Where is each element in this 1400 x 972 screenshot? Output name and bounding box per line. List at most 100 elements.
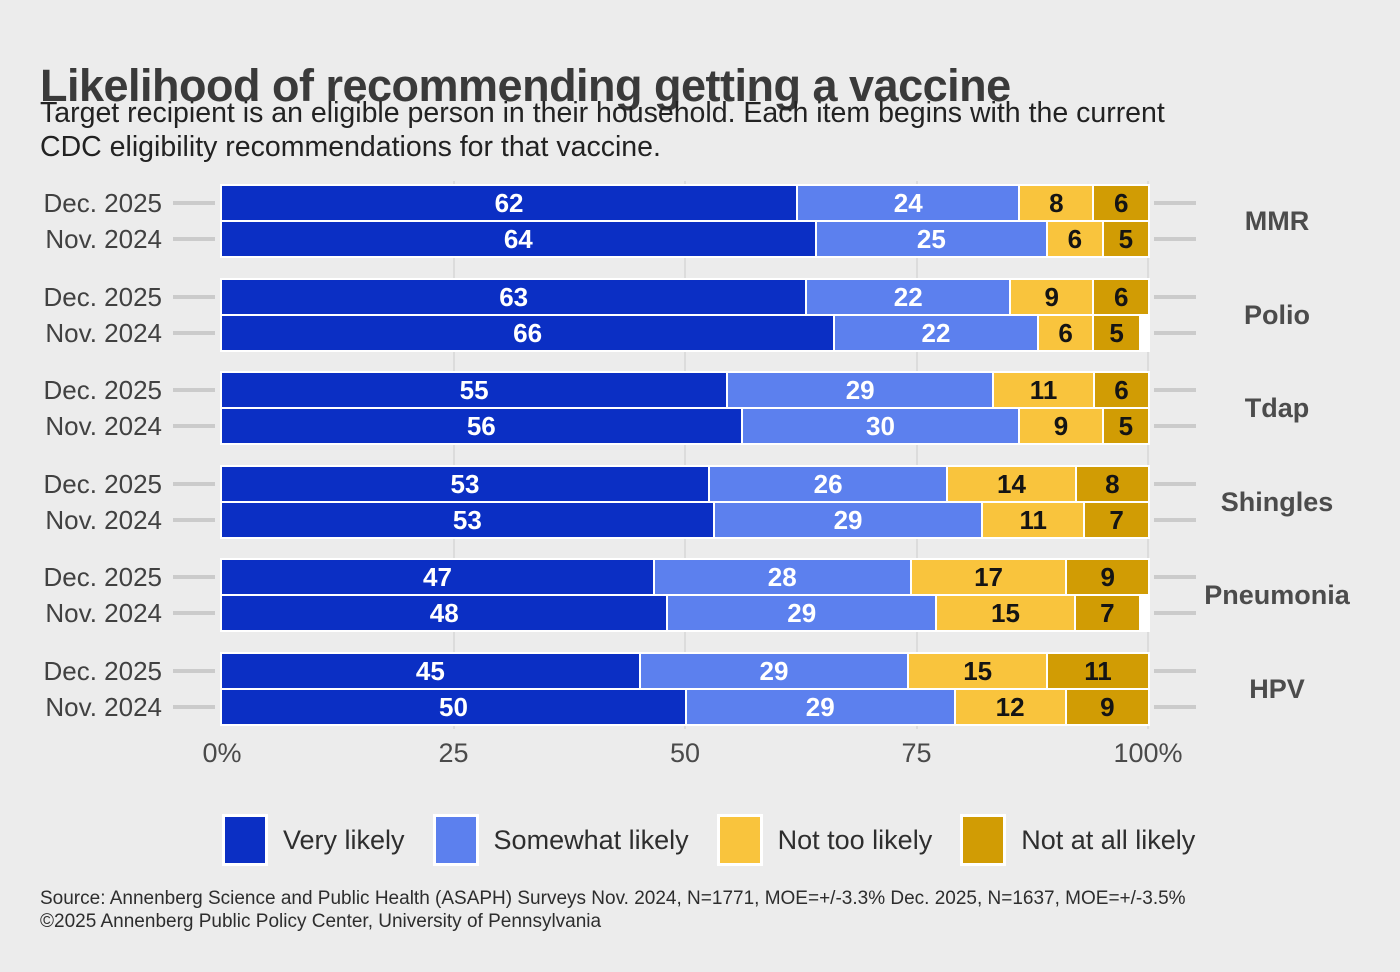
bar-segment: 12 <box>953 690 1065 724</box>
chart-title: Likelihood of recommending getting a vac… <box>40 60 1011 112</box>
bar-segment: 53 <box>222 467 708 501</box>
row-label: Nov. 2024 <box>45 692 162 722</box>
legend-label: Somewhat likely <box>493 824 689 855</box>
vaccine-group: Dec. 2025 47 28 17 9 Nov. 2024 48 29 15 7 Pneumoni… <box>0 558 1400 632</box>
gridline <box>452 181 455 729</box>
vaccine-label: Pneumonia <box>1204 579 1350 610</box>
bar-segment: 24 <box>796 186 1019 220</box>
subtitle-line-2: CDC eligibility recommendations for that… <box>40 131 661 163</box>
bar-segment: 55 <box>222 373 727 407</box>
source-text: Source: Annenberg Science and Public Hea… <box>40 887 1186 933</box>
row-label: Dec. 2025 <box>43 282 162 312</box>
vaccine-label: HPV <box>1249 673 1305 704</box>
legend-label: Not at all likely <box>1021 824 1196 855</box>
right-tick <box>1154 295 1196 299</box>
bar-segment: 15 <box>907 654 1047 688</box>
bar-segment: 14 <box>946 467 1075 501</box>
stacked-bar-row: 48 29 15 7 <box>222 596 1148 630</box>
left-tick <box>173 331 215 335</box>
legend-swatch <box>432 814 479 866</box>
bar-segment: 9 <box>1064 690 1148 724</box>
left-tick <box>173 201 215 205</box>
vaccine-label: Shingles <box>1220 486 1334 517</box>
x-axis-label: 100% <box>1113 738 1183 768</box>
x-axis-label: 25 <box>438 738 469 768</box>
bar-segment: 8 <box>1018 186 1093 220</box>
row-label: Dec. 2025 <box>43 656 162 686</box>
stacked-bar-row: 50 29 12 9 <box>222 690 1148 724</box>
right-tick <box>1154 331 1196 335</box>
bar-segment: 53 <box>222 503 713 537</box>
left-tick <box>173 237 215 241</box>
bar-segment: 22 <box>805 280 1010 314</box>
left-tick <box>173 611 215 615</box>
right-tick <box>1154 518 1196 522</box>
bar-segment: 6 <box>1046 222 1102 256</box>
row-label: Dec. 2025 <box>43 469 162 499</box>
right-tick <box>1154 611 1196 615</box>
left-tick <box>173 705 215 709</box>
bar-segment: 6 <box>1036 316 1093 350</box>
bar-segment: 7 <box>1073 596 1139 630</box>
bar-segment: 15 <box>935 596 1074 630</box>
row-label: Dec. 2025 <box>43 375 162 405</box>
legend-item: Very likely <box>222 814 405 866</box>
bar-segment: 9 <box>1009 280 1093 314</box>
source-line-2: ©2025 Annenberg Public Policy Center, Un… <box>40 911 602 932</box>
legend-item: Not at all likely <box>960 814 1195 866</box>
vaccine-group: Dec. 2025 53 26 14 8 Nov. 2024 53 29 11 7 Shingles <box>0 465 1400 539</box>
bar-segment: 17 <box>909 560 1066 594</box>
chart-subtitle: Target recipient is an eligible person i… <box>40 96 1165 164</box>
bar-segment: 29 <box>638 654 908 688</box>
row-label: Nov. 2024 <box>45 318 162 348</box>
bar-segment: 5 <box>1101 409 1148 443</box>
bar-segment: 6 <box>1092 373 1148 407</box>
vaccine-label: Polio <box>1244 299 1310 330</box>
row-label: Nov. 2024 <box>45 598 162 628</box>
bar-segment: 5 <box>1101 222 1148 256</box>
subtitle-line-1: Target recipient is an eligible person i… <box>40 97 1165 129</box>
bar-segment: 30 <box>740 409 1019 443</box>
bar-segment: 5 <box>1092 316 1139 350</box>
bar-segment: 48 <box>222 596 667 630</box>
right-tick <box>1154 705 1196 709</box>
stacked-bar-row: 47 28 17 9 <box>222 560 1148 594</box>
bar-segment: 29 <box>666 596 935 630</box>
row-label: Nov. 2024 <box>45 505 162 535</box>
right-tick <box>1154 669 1196 673</box>
stacked-bar-row: 45 29 15 11 <box>222 654 1148 688</box>
left-tick <box>173 669 215 673</box>
stacked-bar-row: 55 29 11 6 <box>222 373 1148 407</box>
stacked-bar-row: 64 25 6 5 <box>222 222 1148 256</box>
right-tick <box>1154 201 1196 205</box>
left-tick <box>173 482 215 486</box>
left-tick <box>173 388 215 392</box>
stacked-bar-row: 53 26 14 8 <box>222 467 1148 501</box>
bar-segment: 11 <box>992 373 1093 407</box>
bar-segment: 11 <box>981 503 1084 537</box>
x-axis: 0% 25 50 75 100% <box>0 738 1400 772</box>
bar-segment: 6 <box>1092 186 1148 220</box>
bar-segment: 8 <box>1074 467 1148 501</box>
x-axis-label: 50 <box>669 738 701 768</box>
bar-segment: 25 <box>814 222 1047 256</box>
stacked-bar-row: 56 30 9 5 <box>222 409 1148 443</box>
stacked-bar-row: 63 22 9 6 <box>222 280 1148 314</box>
bar-segment: 6 <box>1092 280 1148 314</box>
bar-segment: 50 <box>222 690 685 724</box>
bar-segment: 7 <box>1083 503 1148 537</box>
gridline <box>684 181 686 729</box>
bar-segment: 29 <box>685 690 954 724</box>
x-axis-label: 0% <box>202 738 242 768</box>
bar-segment: 63 <box>222 280 806 314</box>
vaccine-label: Tdap <box>1244 392 1310 423</box>
legend-swatch <box>716 814 763 866</box>
right-tick <box>1154 482 1196 486</box>
legend-label: Very likely <box>283 824 405 855</box>
left-tick <box>173 424 215 428</box>
right-tick <box>1154 237 1196 241</box>
x-axis-label: 75 <box>901 738 932 768</box>
legend-swatch <box>222 814 268 866</box>
vaccine-group: Dec. 2025 62 24 8 6 Nov. 2024 64 25 6 5 MMR <box>0 184 1400 258</box>
